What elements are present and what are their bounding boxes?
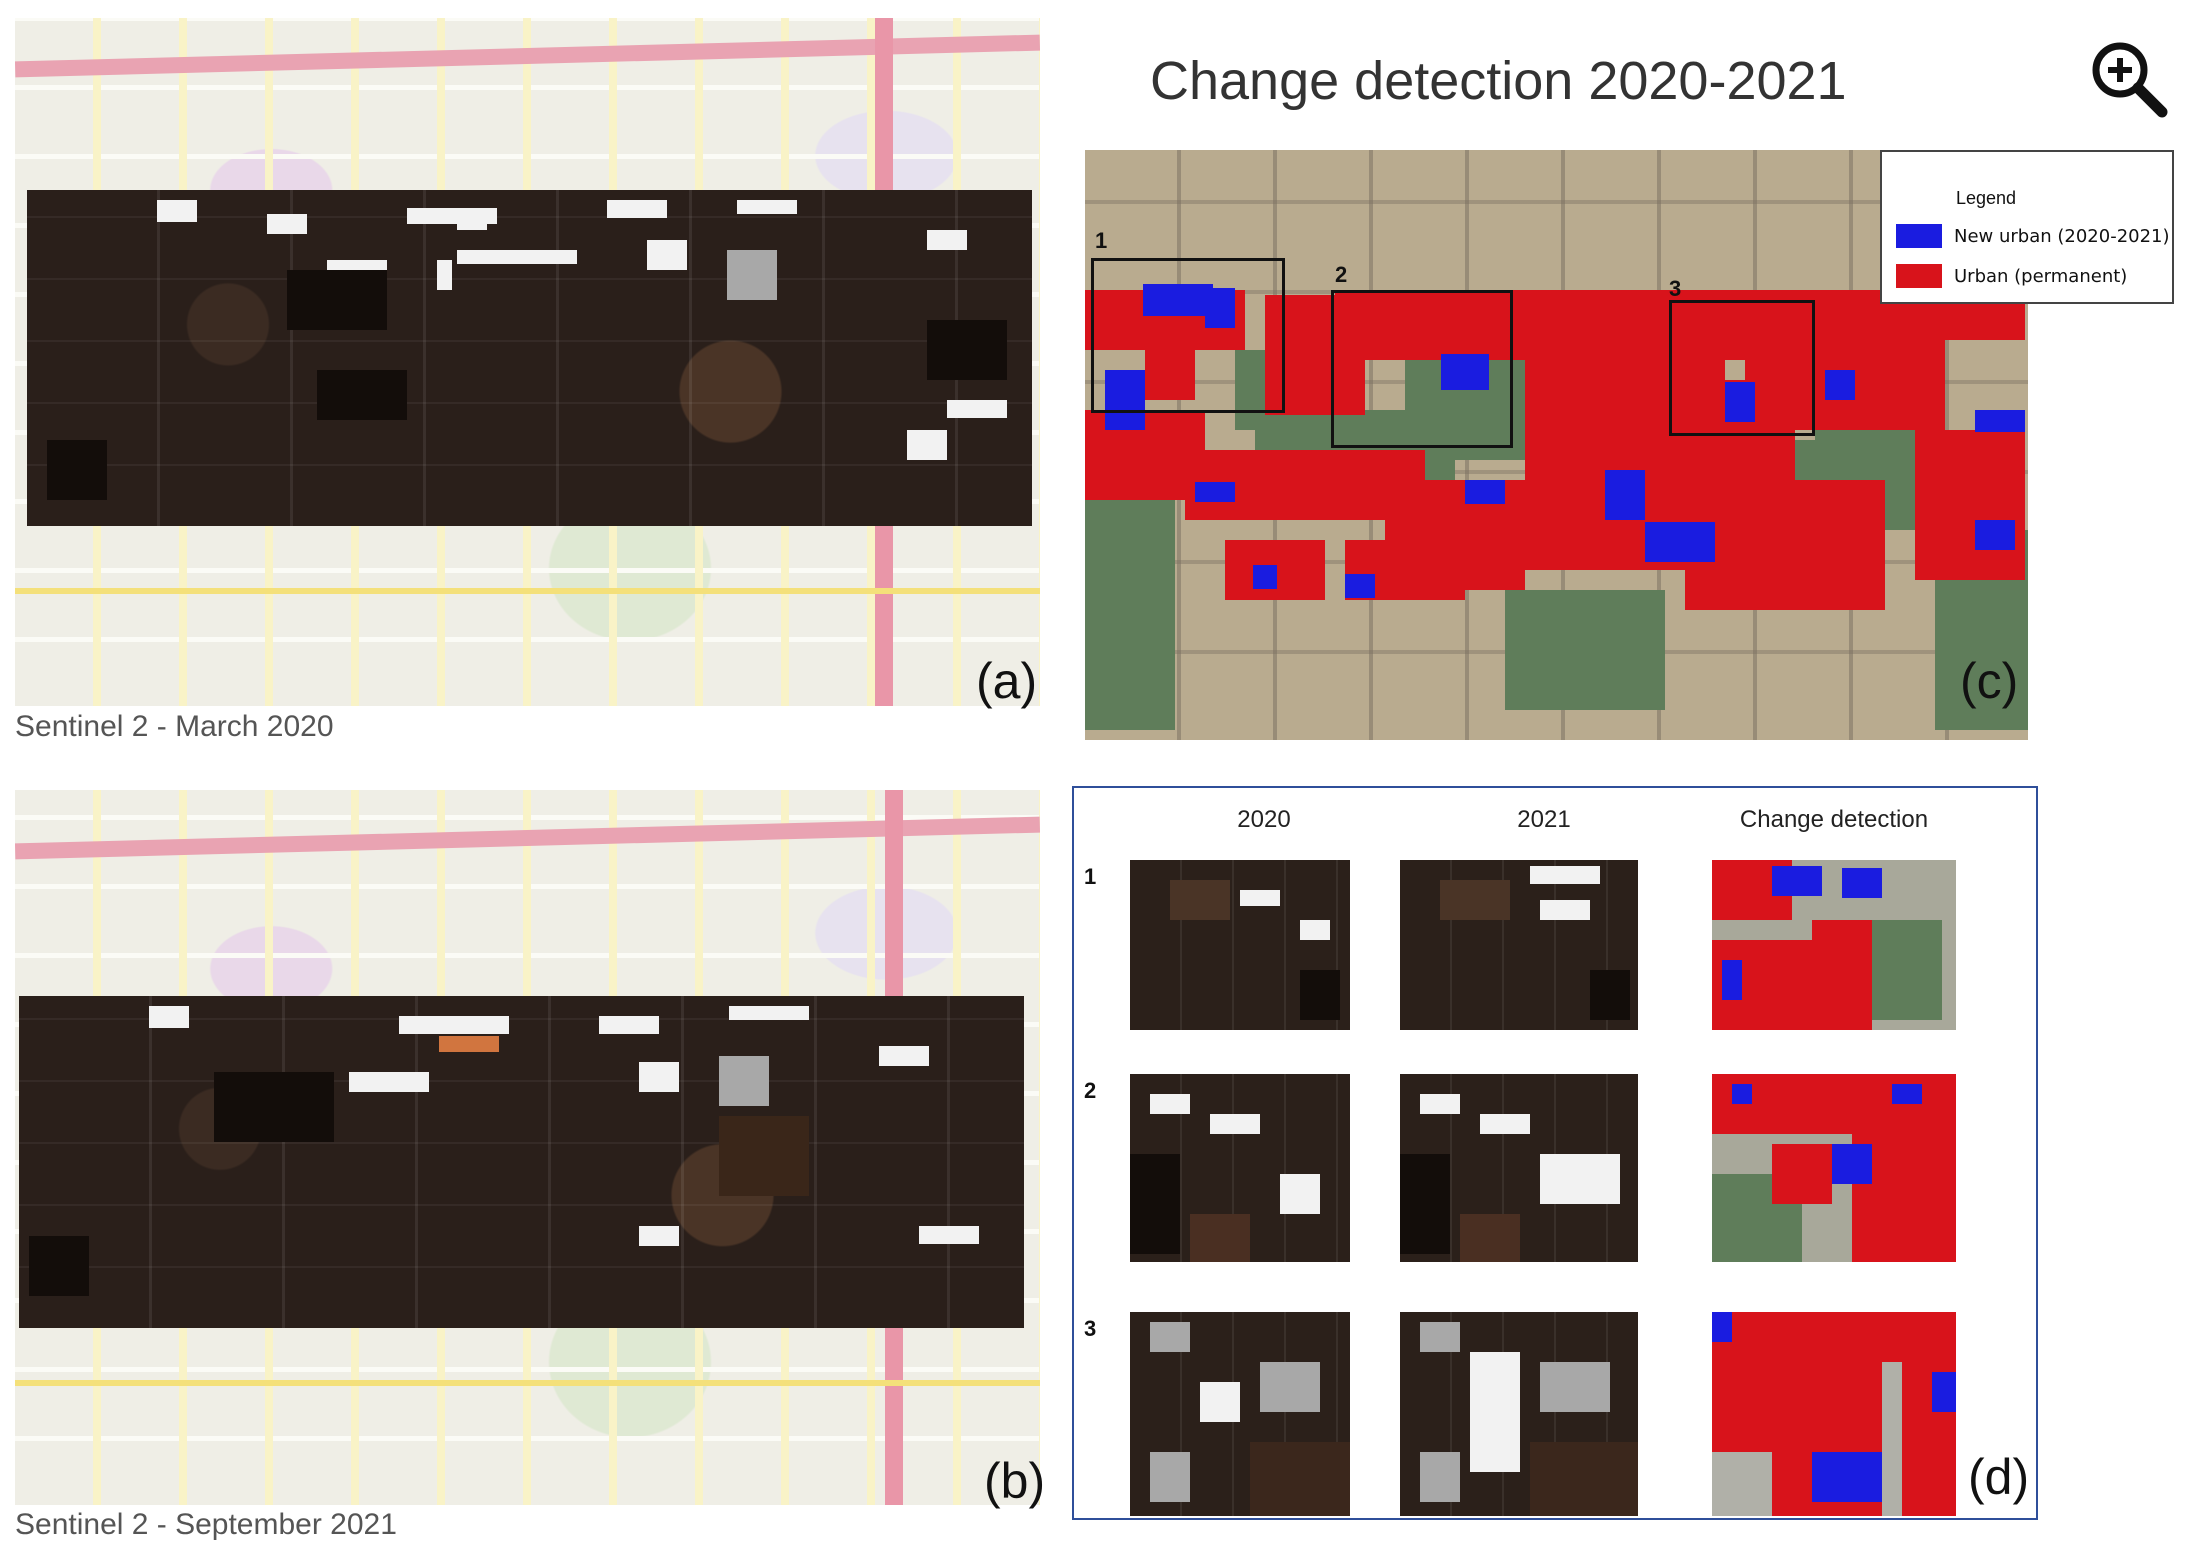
panel-c-letter: (c) bbox=[1960, 653, 2019, 709]
panel-c-change-map: 1 2 3 bbox=[1085, 150, 2028, 740]
panel-d-letter: (d) bbox=[1968, 1449, 2030, 1505]
column-header-2020: 2020 bbox=[1237, 806, 1291, 833]
zoom-in-magnifier-icon[interactable] bbox=[2088, 38, 2168, 118]
panel-a-imagery bbox=[27, 190, 1032, 526]
row-label-2: 2 bbox=[1084, 1078, 1097, 1103]
panel-a-caption: Sentinel 2 - March 2020 bbox=[15, 710, 334, 743]
legend-title: Legend bbox=[1956, 188, 2017, 208]
region-box-1-label: 1 bbox=[1095, 228, 1108, 253]
panel-c-title: Change detection 2020-2021 bbox=[1150, 51, 1847, 111]
column-header-2021: 2021 bbox=[1517, 806, 1571, 833]
region-box-3-label: 3 bbox=[1669, 276, 1682, 301]
panel-b-caption: Sentinel 2 - September 2021 bbox=[15, 1508, 397, 1541]
column-header-change-detection: Change detection bbox=[1739, 806, 1929, 833]
legend-swatch-urban-permanent bbox=[1896, 264, 1942, 288]
chip-row3-change bbox=[1712, 1312, 1956, 1516]
row-label-3: 3 bbox=[1084, 1316, 1097, 1341]
chip-row1-change bbox=[1712, 860, 1956, 1030]
panel-b-letter: (b) bbox=[984, 1453, 1046, 1509]
region-box-2 bbox=[1331, 290, 1513, 448]
chip-row3-2020 bbox=[1130, 1312, 1350, 1516]
legend-label-urban-permanent: Urban (permanent) bbox=[1954, 266, 2128, 287]
panel-d-inset: 2020 2021 Change detection 1 2 3 bbox=[1072, 786, 2038, 1520]
chip-row1-2020 bbox=[1130, 860, 1350, 1030]
panel-a-map bbox=[15, 18, 1040, 706]
chip-row2-2020 bbox=[1130, 1074, 1350, 1262]
map-legend: Legend New urban (2020-2021) Urban (perm… bbox=[1880, 150, 2174, 304]
chip-row1-2021 bbox=[1400, 860, 1638, 1030]
panel-b-imagery bbox=[19, 996, 1024, 1328]
chip-row3-2021 bbox=[1400, 1312, 1638, 1516]
region-box-2-label: 2 bbox=[1335, 262, 1348, 287]
legend-swatch-new-urban bbox=[1896, 224, 1942, 248]
panel-b-map bbox=[15, 790, 1040, 1505]
region-box-3 bbox=[1669, 300, 1815, 436]
panel-a-letter: (a) bbox=[976, 653, 1038, 709]
region-box-1 bbox=[1091, 258, 1285, 413]
chip-row2-2021 bbox=[1400, 1074, 1638, 1262]
chip-row2-change bbox=[1712, 1074, 1956, 1262]
legend-label-new-urban: New urban (2020-2021) bbox=[1954, 226, 2170, 247]
row-label-1: 1 bbox=[1084, 864, 1097, 889]
